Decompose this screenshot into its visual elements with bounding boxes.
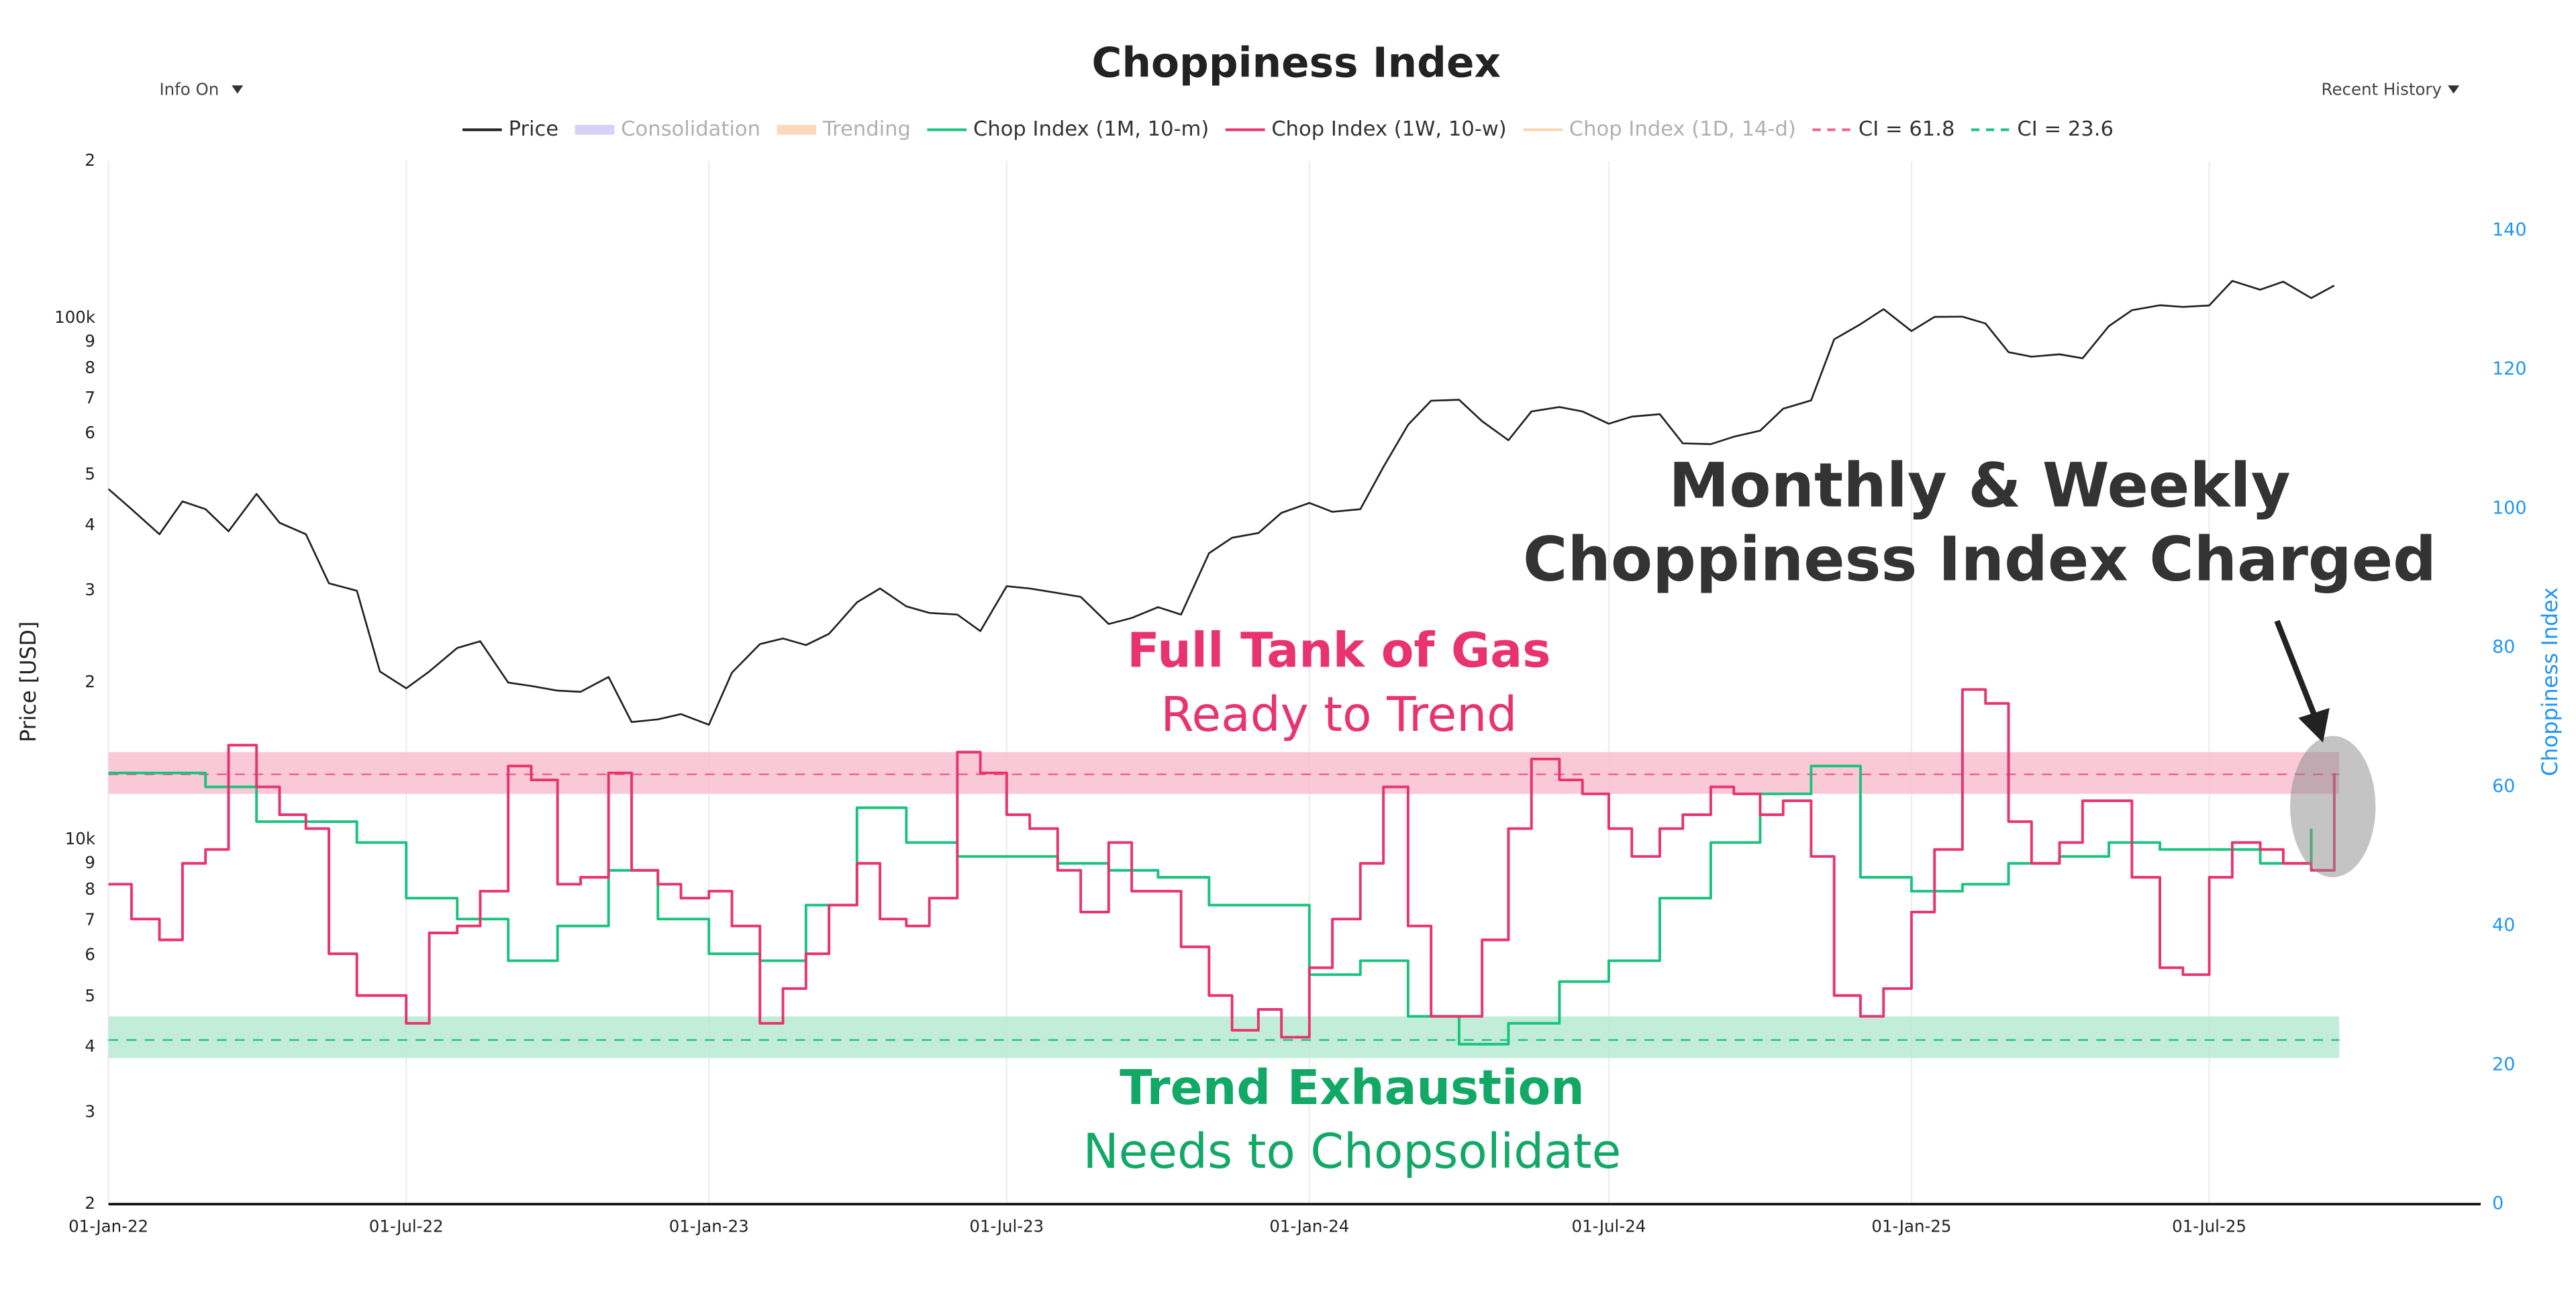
x-tick-label: 01-Jan-25 bbox=[1871, 1216, 1951, 1236]
y2-tick-label: 0 bbox=[2492, 1193, 2504, 1214]
legend-label: Trending bbox=[822, 117, 911, 141]
y-tick-label: 2 bbox=[85, 150, 95, 170]
y2-tick-label: 40 bbox=[2492, 915, 2515, 936]
annotation: Needs to Chopsolidate bbox=[1083, 1124, 1622, 1179]
x-tick-label: 01-Jul-23 bbox=[969, 1216, 1044, 1236]
y-tick-label: 6 bbox=[85, 944, 95, 964]
legend: Price Consolidation Trending Chop Index (1M… bbox=[462, 117, 2114, 141]
series-line bbox=[107, 280, 2335, 726]
legend-label: Chop Index (1M, 10-m) bbox=[973, 117, 1209, 141]
y2-tick-label: 60 bbox=[2492, 776, 2515, 797]
x-tick-label: 01-Jan-24 bbox=[1269, 1216, 1349, 1236]
y-tick-label: 100k bbox=[54, 307, 96, 327]
x-tick-label: 01-Jul-25 bbox=[2172, 1216, 2246, 1236]
legend-label: CI = 61.8 bbox=[1859, 117, 1955, 141]
y-tick-label: 2 bbox=[85, 1193, 95, 1213]
y-tick-label: 8 bbox=[85, 358, 95, 377]
dropdown-label[interactable]: Info On bbox=[159, 80, 219, 99]
y2-tick-label: 100 bbox=[2492, 497, 2526, 518]
y-tick-label: 4 bbox=[85, 515, 95, 534]
y-tick-label: 9 bbox=[85, 852, 95, 872]
x-tick-label: 01-Jan-23 bbox=[669, 1216, 749, 1236]
dropdown-arrow[interactable] bbox=[2448, 85, 2460, 94]
y2-tick-label: 20 bbox=[2492, 1054, 2515, 1075]
annotation: Trend Exhaustion bbox=[1120, 1060, 1585, 1115]
x-tick-label: 01-Jan-22 bbox=[68, 1216, 148, 1236]
annotation: Choppiness Index Charged bbox=[1523, 524, 2436, 595]
reference-band bbox=[108, 752, 2340, 794]
annotation: Monthly & Weekly bbox=[1669, 450, 2290, 521]
y-tick-label: 3 bbox=[85, 580, 95, 599]
y2-tick-label: 140 bbox=[2492, 219, 2526, 240]
y-tick-label: 4 bbox=[85, 1036, 95, 1056]
y-tick-label: 5 bbox=[85, 986, 95, 1005]
arrow-shaft bbox=[2274, 619, 2318, 717]
dropdown-arrow[interactable] bbox=[232, 85, 244, 94]
legend-symbol bbox=[575, 125, 615, 135]
y-tick-label: 6 bbox=[85, 423, 95, 442]
y2-tick-label: 120 bbox=[2492, 358, 2526, 379]
annotation: Ready to Trend bbox=[1160, 687, 1517, 742]
legend-label: Chop Index (1D, 14-d) bbox=[1569, 117, 1796, 141]
legend-label: Price bbox=[509, 117, 559, 141]
y-tick-label: 9 bbox=[85, 331, 95, 350]
annotation: Full Tank of Gas bbox=[1127, 623, 1550, 679]
y-tick-label: 7 bbox=[85, 388, 95, 407]
x-tick-label: 01-Jul-22 bbox=[369, 1216, 444, 1236]
y-tick-label: 3 bbox=[85, 1101, 95, 1121]
info-dropdown[interactable]: Info On bbox=[159, 80, 244, 99]
y-tick-label: 2 bbox=[85, 672, 95, 691]
x-tick-label: 01-Jul-24 bbox=[1572, 1216, 1646, 1236]
y-axis-title: Price [USD] bbox=[15, 621, 41, 742]
legend-label: Consolidation bbox=[621, 117, 760, 141]
series-line bbox=[108, 688, 2336, 1039]
history-dropdown[interactable]: Recent History bbox=[2322, 80, 2460, 99]
dropdown-label[interactable]: Recent History bbox=[2322, 80, 2442, 99]
arrow-head bbox=[2298, 707, 2330, 743]
series-line bbox=[108, 764, 2313, 1046]
reference-band bbox=[108, 1016, 2340, 1058]
legend-symbol bbox=[777, 125, 817, 135]
y-tick-label: 10k bbox=[65, 829, 96, 848]
y-tick-label: 5 bbox=[85, 464, 95, 484]
y-tick-label: 8 bbox=[85, 879, 95, 899]
y2-axis-title: Choppiness Index bbox=[2537, 587, 2563, 777]
y2-tick-label: 80 bbox=[2492, 637, 2515, 658]
legend-label: Chop Index (1W, 10-w) bbox=[1271, 117, 1506, 141]
chart-title: Choppiness Index bbox=[1092, 39, 1501, 87]
highlight-ellipse bbox=[2290, 736, 2376, 878]
legend-label: CI = 23.6 bbox=[2017, 117, 2114, 141]
y-tick-label: 7 bbox=[85, 909, 95, 929]
